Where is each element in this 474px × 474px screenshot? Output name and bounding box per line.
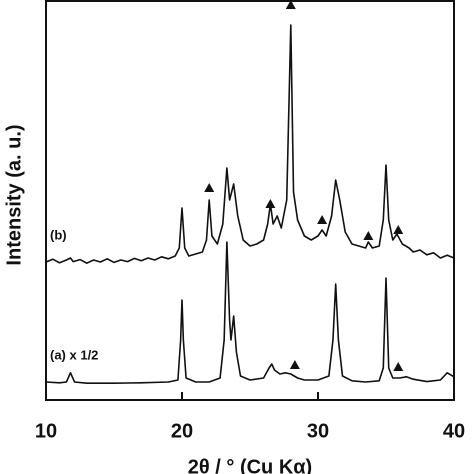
pattern-line — [45, 24, 455, 264]
peak-marker — [265, 199, 276, 208]
peak-marker — [393, 225, 404, 234]
plot-frame — [45, 0, 455, 401]
pattern-line — [45, 241, 455, 384]
peak-marker — [317, 215, 328, 224]
x-tick-label: 20 — [171, 420, 193, 442]
x-tick-label: 40 — [443, 420, 465, 442]
peak-marker — [204, 183, 215, 192]
peak-marker — [289, 360, 300, 369]
x-tick-label: 10 — [35, 420, 57, 442]
series-label: (a) x 1/2 — [50, 347, 98, 362]
x-tick-label: 30 — [307, 420, 329, 442]
peak-marker — [393, 362, 404, 371]
peak-marker — [363, 231, 374, 240]
peak-marker — [285, 0, 296, 9]
y-axis-label: Intensity (a. u.) — [3, 124, 25, 265]
x-axis-label: 2θ / ° (Cu Kα) — [188, 456, 312, 474]
series-label: (b) — [50, 227, 67, 242]
